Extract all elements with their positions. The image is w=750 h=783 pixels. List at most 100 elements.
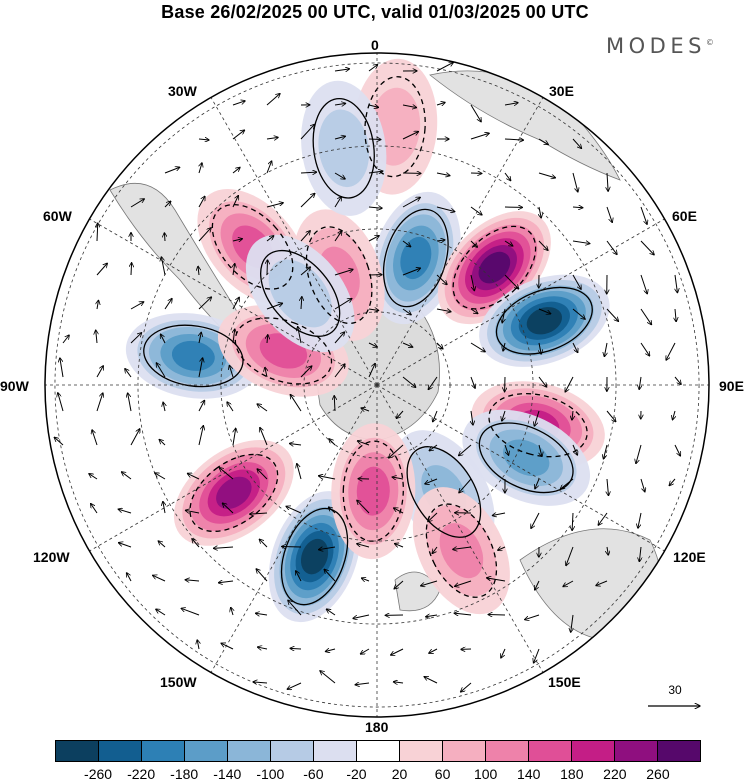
wind-vector <box>229 365 234 378</box>
wind-vector <box>96 366 103 378</box>
colorbar-swatch <box>529 741 572 761</box>
wind-vector <box>572 274 581 289</box>
wind-vector <box>604 342 607 357</box>
wind-vector <box>470 206 482 215</box>
map-border <box>44 52 710 718</box>
wind-vector <box>164 167 180 174</box>
anomaly-shading-layer <box>125 58 610 623</box>
wind-vector <box>213 547 234 548</box>
wind-vector <box>130 302 144 310</box>
wind-vector <box>470 376 475 388</box>
wind-vector <box>130 333 142 344</box>
wind-vector <box>504 274 519 289</box>
wind-vector <box>296 571 302 582</box>
wind-vector <box>218 581 234 583</box>
wind-vector <box>428 376 438 390</box>
wind-vector <box>572 410 573 420</box>
wind-vector <box>232 167 240 174</box>
wind-vector <box>334 103 346 105</box>
wind-vector <box>334 269 353 276</box>
brand-logo: MODES© <box>606 34 714 58</box>
wind-vector <box>639 376 641 389</box>
wind-vector <box>318 476 336 480</box>
wind-vector <box>187 473 200 480</box>
wind-vector <box>319 547 336 550</box>
wind-vector <box>436 240 445 241</box>
lon-label-150w: 150W <box>160 674 197 690</box>
wind-vector <box>118 509 132 514</box>
wind-vector <box>96 330 97 344</box>
lon-label-30e: 30E <box>549 83 574 99</box>
wind-vector <box>436 62 453 72</box>
lon-label-90e: 90E <box>719 378 744 394</box>
wind-vector <box>257 647 268 649</box>
wind-vector <box>571 614 573 632</box>
wind-vector <box>232 428 236 446</box>
wind-vector <box>640 206 647 224</box>
wind-vector <box>255 613 268 615</box>
wind-vector <box>572 138 582 149</box>
wind-vector <box>572 444 577 455</box>
colorbar-swatch <box>142 741 185 761</box>
lon-label-60e: 60E <box>672 208 697 224</box>
wind-vector <box>393 682 404 683</box>
wind-vector <box>674 376 681 384</box>
wind-vector <box>436 173 450 176</box>
wind-vector <box>432 546 438 554</box>
wind-vector <box>394 580 404 589</box>
wind-vector <box>368 139 381 140</box>
lon-label-120w: 120W <box>33 549 70 565</box>
wind-vector <box>266 161 272 174</box>
wind-vector <box>606 410 616 422</box>
colorbar-tick-label: 220 <box>603 766 627 782</box>
wind-vector <box>368 171 383 173</box>
lon-label-120e: 120E <box>673 549 706 565</box>
wind-vector <box>329 439 336 446</box>
wind-vector <box>233 263 235 276</box>
wind-vector <box>231 607 233 616</box>
wind-vector <box>572 172 578 192</box>
wind-vector <box>130 429 140 446</box>
wind-vector <box>253 682 268 683</box>
colorbar-swatch <box>486 741 529 761</box>
wind-vector <box>360 648 370 654</box>
anomaly-center <box>371 191 461 325</box>
colorbar-labels: -260 -220 -180 -140 -100 -60 -20 20 60 100 140 180 2… <box>55 766 701 782</box>
wind-vector <box>470 308 478 314</box>
wind-vector <box>470 274 474 291</box>
wind-vector <box>96 393 103 412</box>
wind-vector <box>674 444 680 456</box>
wind-vector <box>62 335 69 344</box>
wind-vector <box>459 478 472 493</box>
wind-vector <box>96 263 107 276</box>
wind-vector <box>198 196 205 208</box>
wind-vector <box>326 609 336 616</box>
wind-vector <box>640 478 645 492</box>
wind-vector <box>300 267 311 276</box>
wind-vector <box>266 236 274 242</box>
wind-vector <box>640 342 650 356</box>
wind-vector <box>198 228 211 242</box>
colorbar-swatch <box>443 741 486 761</box>
wind-vector <box>199 332 201 344</box>
wind-vector <box>357 544 370 548</box>
colorbar-swatch <box>615 741 658 761</box>
wind-vector <box>389 444 404 458</box>
anomaly-center <box>479 274 610 367</box>
wind-vector <box>471 410 473 425</box>
wind-vector <box>232 130 245 140</box>
wind-vector <box>227 402 234 412</box>
wind-vector <box>538 138 548 145</box>
wind-vector <box>368 207 382 208</box>
wind-vector <box>606 206 612 223</box>
wind-vector <box>504 444 509 455</box>
wind-vector <box>300 193 315 208</box>
wind-vector <box>290 648 302 649</box>
wind-vector <box>436 206 455 212</box>
wind-vector <box>607 172 608 191</box>
wind-vector <box>470 240 477 247</box>
wind-vector <box>461 682 472 692</box>
wind-vector <box>198 139 209 140</box>
wind-vector <box>565 376 574 392</box>
wind-vector <box>54 437 64 446</box>
